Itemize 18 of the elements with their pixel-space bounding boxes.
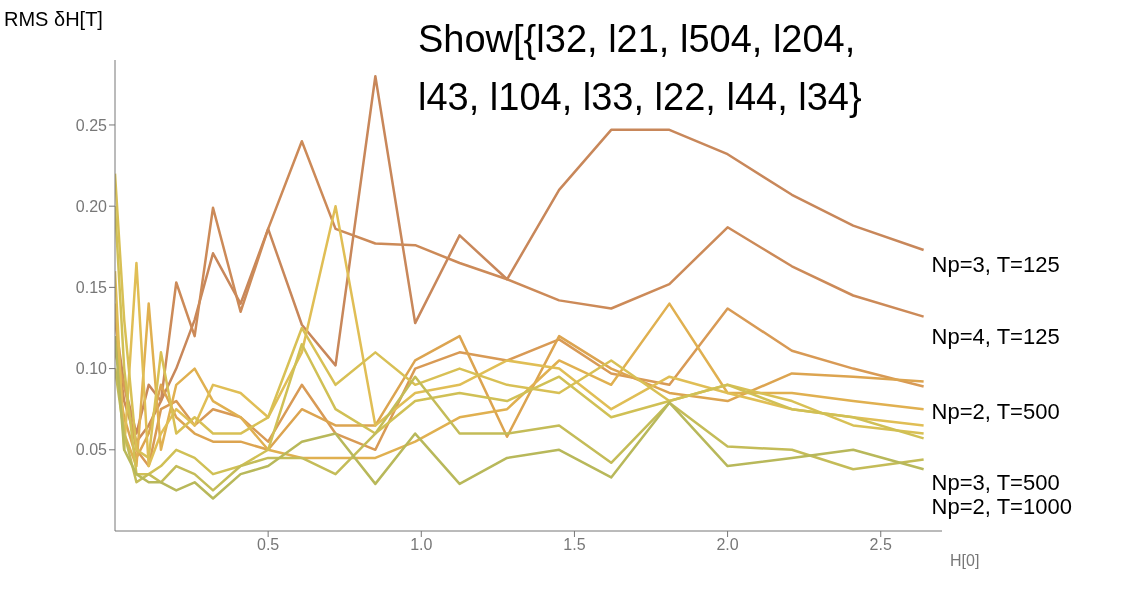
series-label: Np=2, T=500 — [931, 398, 1060, 424]
chart-title: Show[{l32, l21, l504, l204, l43, l104, l33, l22, l44, l34} — [418, 17, 862, 120]
x-tick-label: 1.0 — [410, 536, 433, 554]
y-tick-label: 0.10 — [75, 360, 108, 378]
series-label: Np=2, T=1000 — [931, 494, 1072, 520]
x-axis-title: H[0] — [950, 552, 980, 570]
series-label: Np=4, T=125 — [931, 323, 1060, 349]
y-tick-label: 0.15 — [75, 279, 108, 297]
x-tick-label: 2.0 — [716, 536, 739, 554]
y-axis-title: RMS δH[T] — [4, 8, 103, 31]
x-tick-label: 2.5 — [869, 536, 892, 554]
x-tick-label: 0.5 — [257, 536, 280, 554]
series-label: Np=3, T=125 — [931, 252, 1060, 278]
y-tick-label: 0.20 — [75, 197, 108, 215]
series-label: Np=3, T=500 — [931, 470, 1060, 496]
y-tick-label: 0.05 — [75, 441, 108, 459]
x-tick-label: 1.5 — [563, 536, 586, 554]
y-tick-label: 0.25 — [75, 116, 108, 134]
